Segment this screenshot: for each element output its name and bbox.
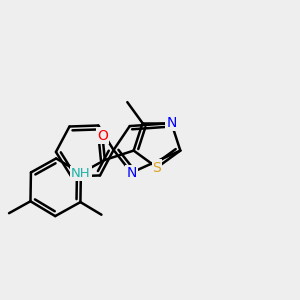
Text: NH: NH bbox=[71, 167, 91, 180]
Text: O: O bbox=[97, 129, 108, 142]
Text: N: N bbox=[126, 166, 136, 180]
Text: S: S bbox=[153, 160, 161, 175]
Text: N: N bbox=[166, 116, 177, 130]
